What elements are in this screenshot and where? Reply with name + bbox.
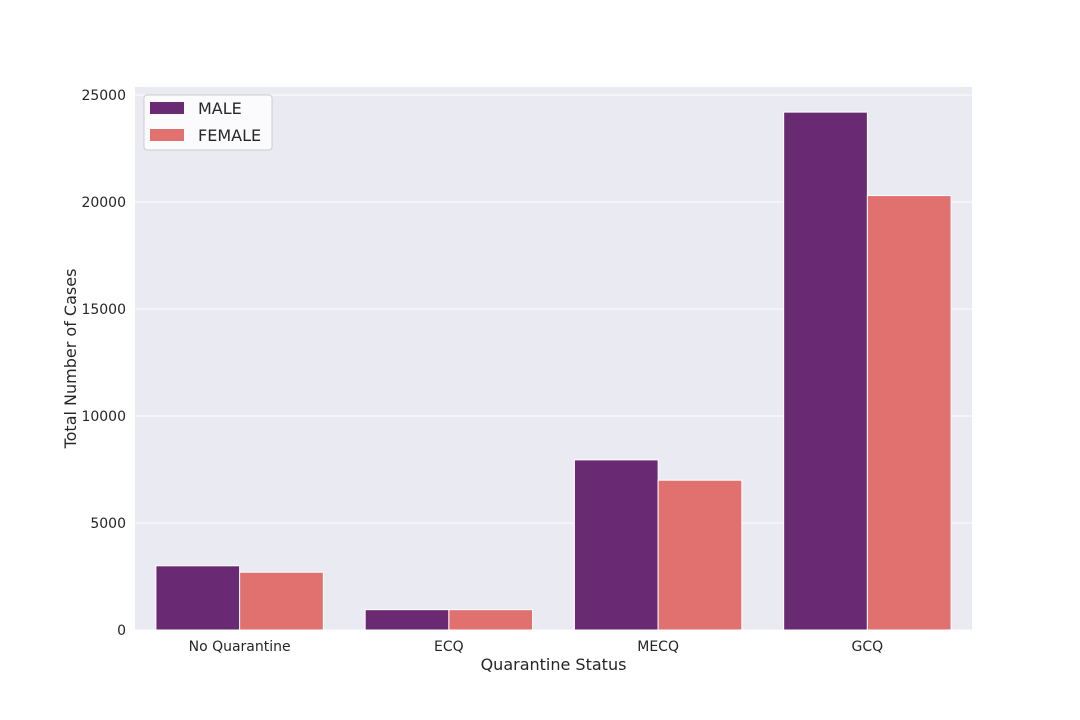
- y-tick-label: 5000: [90, 516, 126, 532]
- y-tick-label: 0: [117, 623, 126, 639]
- legend-swatch-female: [150, 129, 184, 141]
- legend-label-female: FEMALE: [198, 126, 261, 145]
- bar-female-mecq: [657, 479, 743, 631]
- legend-swatch-male: [150, 102, 184, 114]
- x-axis-label: Quarantine Status: [481, 655, 627, 674]
- bar-female-gcq: [866, 195, 952, 631]
- bar-male-ecq: [364, 609, 450, 631]
- bars: [155, 111, 952, 631]
- x-tick-label: GCQ: [852, 639, 884, 655]
- bar-male-gcq: [783, 111, 868, 631]
- bar-female-no-quarantine: [239, 571, 324, 631]
- x-axis-ticks: No Quarantine ECQ MECQ GCQ: [189, 639, 884, 655]
- bar-female-ecq: [448, 609, 534, 631]
- x-tick-label: No Quarantine: [189, 639, 291, 655]
- x-tick-label: MECQ: [637, 639, 679, 655]
- y-tick-label: 15000: [81, 302, 126, 318]
- y-axis-ticks: 0 5000 10000 15000 20000 25000: [81, 88, 126, 639]
- x-tick-label: ECQ: [434, 639, 464, 655]
- legend-label-male: MALE: [198, 99, 242, 118]
- y-tick-label: 20000: [81, 195, 126, 211]
- y-axis-label: Total Number of Cases: [61, 269, 80, 450]
- legend: MALE FEMALE: [143, 94, 273, 151]
- bar-male-no-quarantine: [155, 565, 241, 631]
- bar-male-mecq: [573, 459, 659, 631]
- y-tick-label: 10000: [81, 409, 126, 425]
- y-tick-label: 25000: [81, 88, 126, 104]
